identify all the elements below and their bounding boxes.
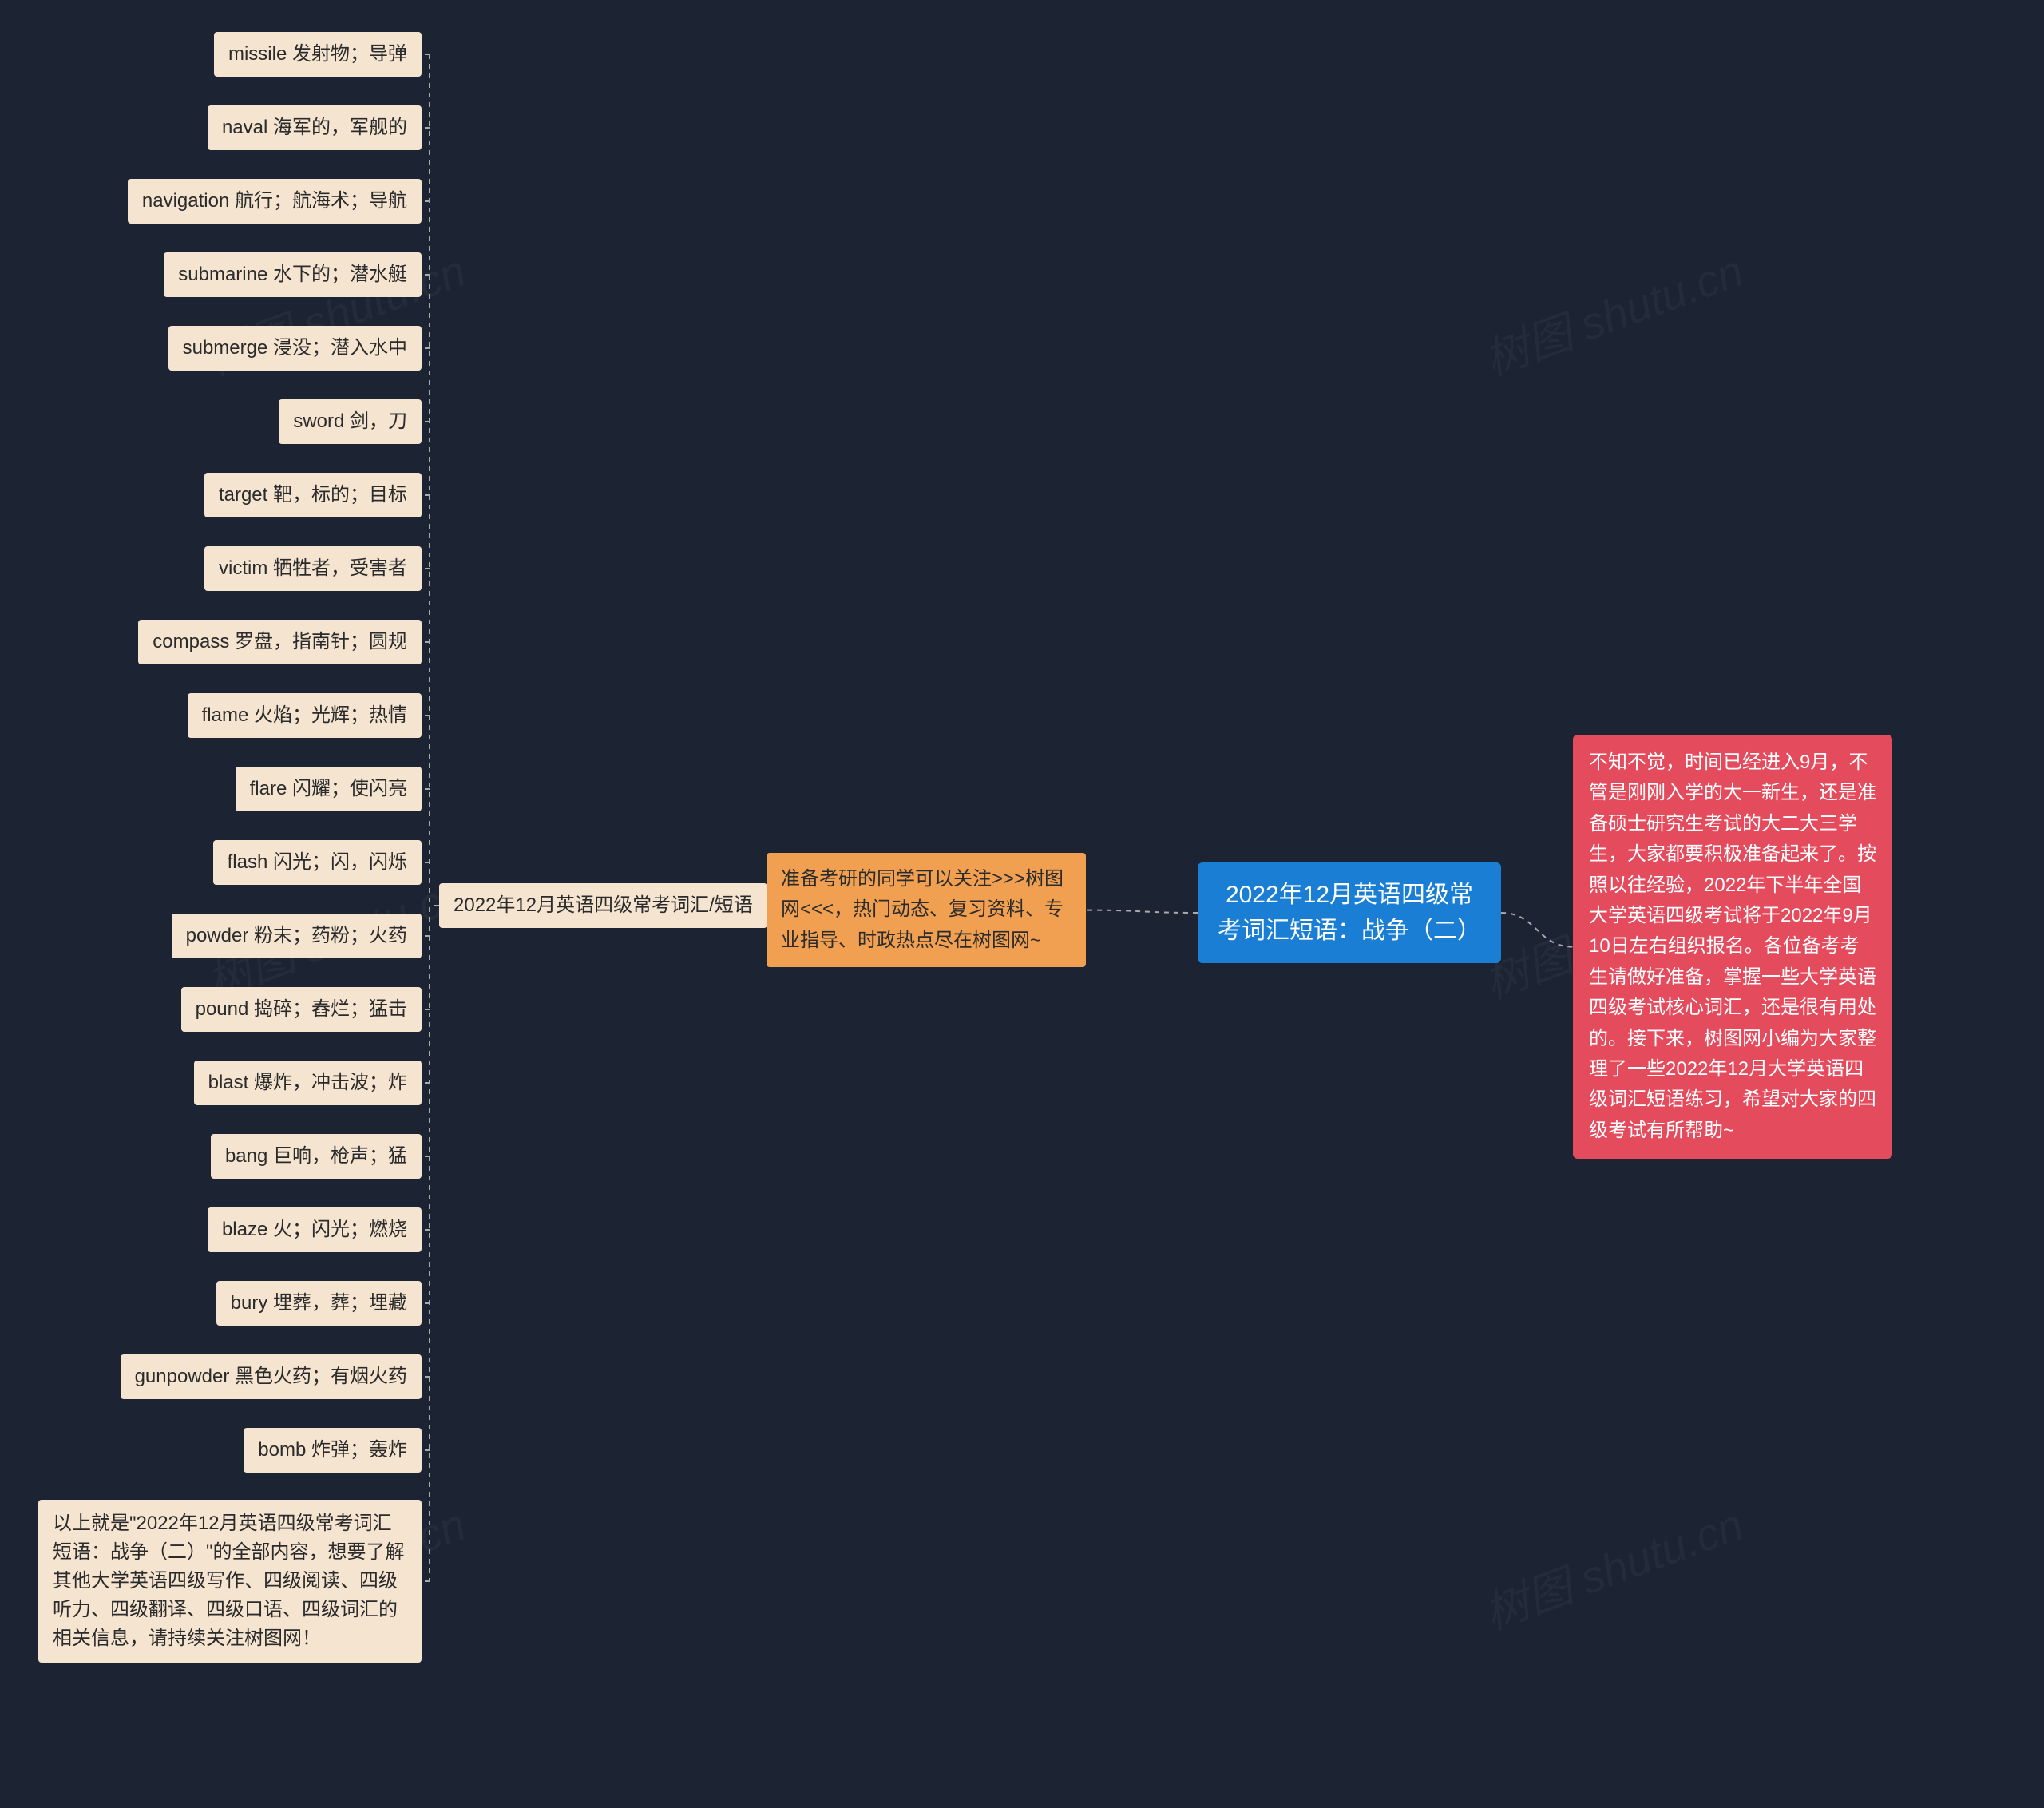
vocab-leaf-node: compass 罗盘，指南针；圆规 bbox=[138, 620, 422, 664]
watermark: 树图 shutu.cn bbox=[1474, 1489, 1751, 1642]
vocab-leaf-node: naval 海军的，军舰的 bbox=[208, 105, 422, 150]
vocab-leaf-node: target 靶，标的；目标 bbox=[204, 473, 422, 517]
vocab-leaf-node: flame 火焰；光辉；热情 bbox=[188, 693, 422, 738]
intro-text-node: 不知不觉，时间已经进入9月，不管是刚刚入学的大一新生，还是准备硕士研究生考试的大… bbox=[1573, 735, 1892, 1159]
vocab-leaf-node: victim 牺牲者，受害者 bbox=[204, 546, 422, 591]
vocab-leaf-node: bury 埋葬，葬；埋藏 bbox=[216, 1281, 422, 1326]
vocab-section-label: 2022年12月英语四级常考词汇/短语 bbox=[439, 883, 767, 928]
vocab-leaf-node: blaze 火；闪光；燃烧 bbox=[208, 1207, 422, 1252]
vocab-leaf-node: sword 剑，刀 bbox=[279, 399, 422, 444]
vocab-leaf-node: missile 发射物；导弹 bbox=[214, 32, 422, 77]
vocab-leaf-node: navigation 航行；航海术；导航 bbox=[128, 179, 422, 224]
mindmap-root-node: 2022年12月英语四级常考词汇短语：战争（二） bbox=[1198, 862, 1501, 963]
vocab-leaf-node: blast 爆炸，冲击波；炸 bbox=[194, 1061, 422, 1105]
vocab-leaf-node: flare 闪耀；使闪亮 bbox=[236, 767, 422, 811]
vocab-leaf-node: pound 捣碎；舂烂；猛击 bbox=[181, 987, 422, 1032]
vocab-leaf-node: bang 巨响，枪声；猛 bbox=[211, 1134, 422, 1179]
vocab-leaf-node: powder 粉末；药粉；火药 bbox=[172, 914, 422, 958]
tip-text-node: 准备考研的同学可以关注>>>树图网<<<，热门动态、复习资料、专业指导、时政热点… bbox=[766, 853, 1086, 967]
vocab-leaf-node: flash 闪光；闪，闪烁 bbox=[213, 840, 422, 885]
vocab-leaf-node: submerge 浸没；潜入水中 bbox=[168, 326, 422, 371]
watermark: 树图 shutu.cn bbox=[1474, 235, 1751, 388]
vocab-leaf-node: gunpowder 黑色火药；有烟火药 bbox=[121, 1354, 422, 1399]
summary-text-node: 以上就是"2022年12月英语四级常考词汇短语：战争（二）"的全部内容，想要了解… bbox=[38, 1500, 422, 1663]
vocab-leaf-node: submarine 水下的；潜水艇 bbox=[164, 252, 422, 297]
vocab-leaf-node: bomb 炸弹；轰炸 bbox=[244, 1428, 422, 1473]
